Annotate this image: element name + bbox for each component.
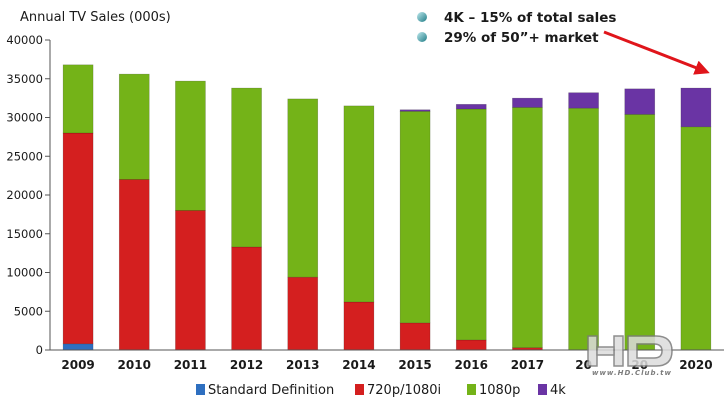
y-tick-label: 35000 bbox=[6, 72, 43, 86]
x-tick-label: 2016 bbox=[455, 358, 488, 372]
y-tick-label: 10000 bbox=[6, 266, 43, 280]
bar-segment bbox=[624, 114, 656, 351]
bar-segment bbox=[399, 322, 431, 351]
legend-label: 720p/1080i bbox=[367, 383, 441, 398]
bar-segment bbox=[287, 98, 319, 278]
x-tick-label: 2015 bbox=[398, 358, 431, 372]
bar-segment bbox=[680, 87, 712, 128]
chart-title: Annual TV Sales (000s) bbox=[20, 10, 171, 25]
bar-segment bbox=[399, 109, 431, 112]
bar-segment bbox=[175, 210, 206, 351]
y-tick-label: 40000 bbox=[6, 33, 43, 47]
watermark-logo bbox=[587, 335, 673, 367]
y-tick-label: 30000 bbox=[6, 111, 43, 125]
bar-segment bbox=[231, 87, 262, 248]
annotation-4k-share: 4K – 15% of total sales bbox=[444, 10, 616, 26]
annotation-arrow bbox=[603, 30, 710, 75]
note-bullet-icon bbox=[417, 12, 427, 22]
y-tick-label: 0 bbox=[36, 343, 43, 357]
bar-segment bbox=[118, 73, 150, 180]
bar-segment bbox=[455, 104, 487, 110]
bar-segment bbox=[399, 111, 431, 324]
legend-swatch bbox=[538, 384, 547, 395]
x-tick-label: 2013 bbox=[286, 358, 319, 372]
bar-segment bbox=[512, 97, 543, 108]
bar-segment bbox=[118, 179, 150, 351]
bar-segment bbox=[512, 107, 543, 348]
y-tick-label: 25000 bbox=[6, 149, 43, 163]
x-tick-label: 2014 bbox=[342, 358, 375, 372]
legend: Standard Definition 720p/1080i 1080p 4k bbox=[196, 383, 566, 398]
bar-segment bbox=[568, 107, 599, 351]
legend-label: 1080p bbox=[479, 383, 520, 398]
annotation-50inch-share: 29% of 50”+ market bbox=[444, 30, 599, 46]
x-tick-label: 2011 bbox=[174, 358, 207, 372]
bar-segment bbox=[62, 64, 94, 134]
y-tick-label: 15000 bbox=[6, 227, 43, 241]
annotation-notes: 4K – 15% of total sales 29% of 50”+ mark… bbox=[417, 10, 616, 46]
y-tick-label: 5000 bbox=[14, 304, 43, 318]
watermark-url: www.HD.Club.tw bbox=[592, 369, 672, 377]
note-bullet-icon bbox=[417, 32, 427, 42]
bar-segment bbox=[231, 246, 262, 351]
x-tick-label: 2010 bbox=[118, 358, 151, 372]
x-tick-label: 2009 bbox=[61, 358, 94, 372]
y-tick-label: 20000 bbox=[6, 188, 43, 202]
bar-segment bbox=[343, 105, 375, 303]
x-tick-label: 2020 bbox=[679, 358, 712, 372]
bar-segment bbox=[62, 132, 94, 345]
legend-label: 4k bbox=[550, 383, 566, 398]
legend-swatch bbox=[355, 384, 364, 395]
plot-area: 0 5000 10000 15000 20000 25000 30000 35000 40000… bbox=[6, 33, 724, 372]
bar-segment bbox=[568, 92, 599, 109]
watermark: www.HD.Club.tw bbox=[587, 335, 673, 377]
bar-segment bbox=[175, 80, 206, 211]
bar-segment bbox=[624, 88, 656, 115]
legend-swatch bbox=[467, 384, 476, 395]
bar-segment bbox=[680, 126, 712, 351]
x-tick-label: 2017 bbox=[511, 358, 544, 372]
legend-swatch bbox=[196, 384, 205, 395]
bar-segment bbox=[455, 339, 487, 351]
legend-label: Standard Definition bbox=[208, 383, 334, 398]
x-tick-label: 2012 bbox=[230, 358, 263, 372]
bar-segment bbox=[455, 108, 487, 341]
bar-segment bbox=[343, 301, 375, 351]
bar-segment bbox=[287, 276, 319, 351]
bar-segment bbox=[62, 343, 94, 351]
